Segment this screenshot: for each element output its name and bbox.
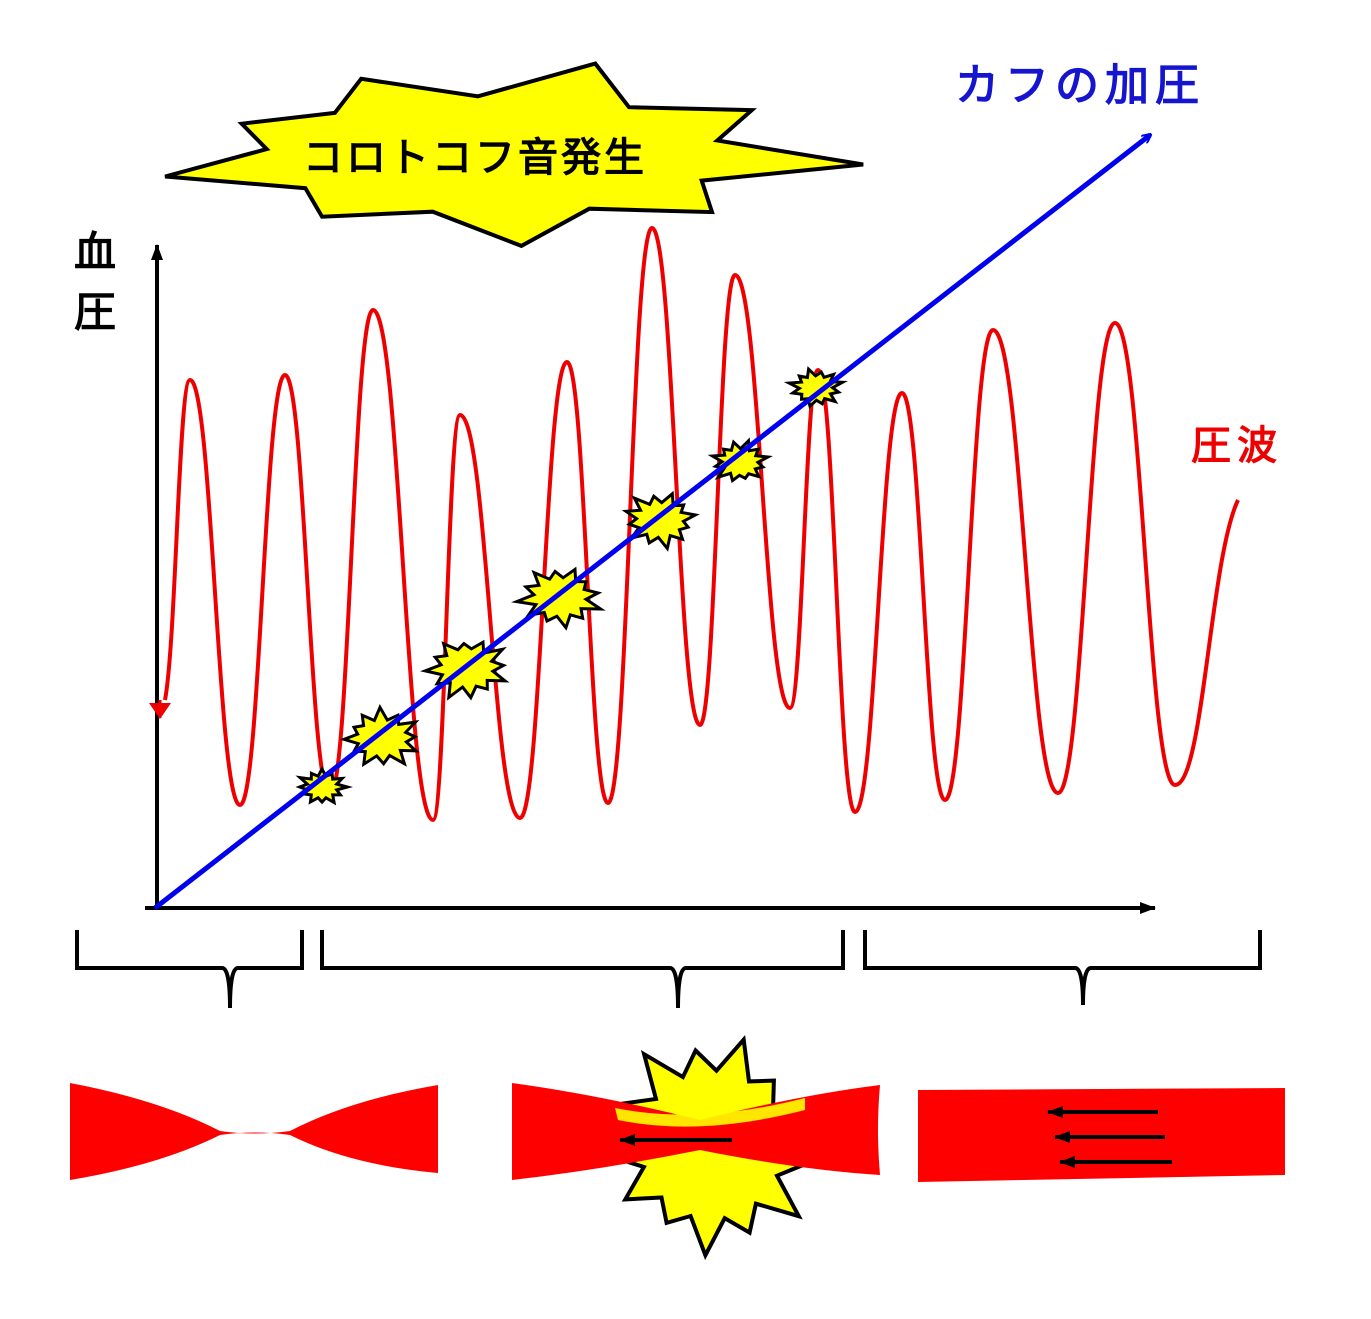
burst-label: コロトコフ音発生 — [303, 135, 647, 181]
braces — [75, 930, 1262, 1009]
burst-overlap — [615, 1098, 805, 1127]
starburst — [295, 765, 353, 806]
starburst — [164, 61, 864, 249]
wave-label: 圧波 — [1191, 423, 1283, 469]
cuff-label: カフの加圧 — [955, 60, 1205, 111]
starburst — [783, 366, 848, 410]
starburst — [621, 490, 700, 552]
cuff-line — [153, 135, 1150, 910]
burst-layer — [164, 61, 864, 249]
starburst — [707, 437, 773, 484]
pressure-wave — [163, 225, 1240, 823]
artery-closed — [70, 1083, 438, 1180]
y-axis-label: 圧 — [74, 288, 116, 337]
y-axis-label: 血 — [74, 228, 116, 277]
